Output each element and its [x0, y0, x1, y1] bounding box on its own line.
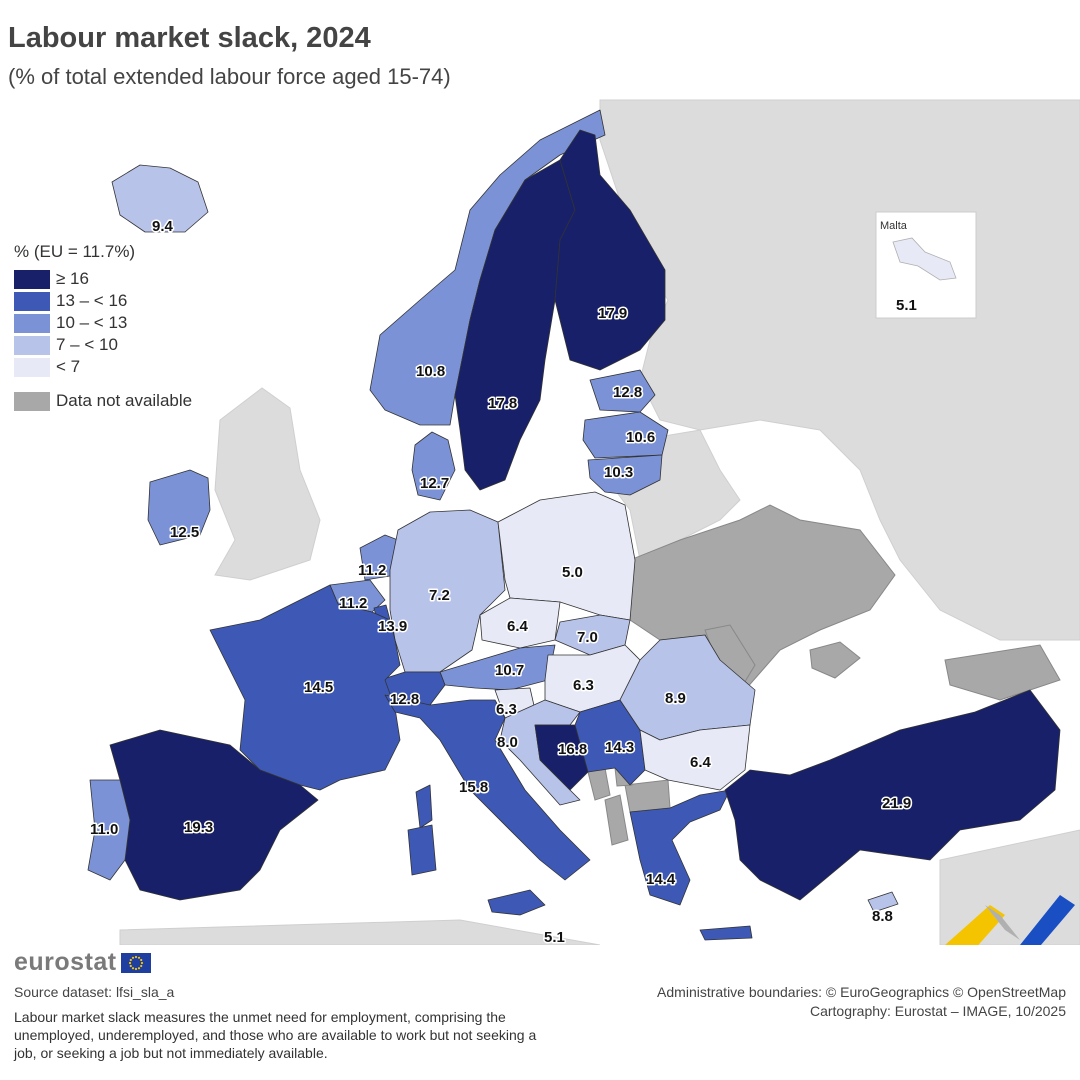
- value-label-finland: 17.9: [598, 305, 627, 322]
- value-label-romania: 8.9: [665, 690, 686, 707]
- legend-title: % (EU = 11.7%): [14, 242, 136, 261]
- grey-ribbon: [985, 905, 1020, 940]
- sardinia-region: [407, 824, 437, 876]
- logo-wordmark: eurostat: [14, 948, 117, 976]
- map-legend: % (EU = 11.7%) ≥ 16 13 – < 16 10 – < 13 …: [14, 242, 192, 412]
- eurostat-logo: eurostat: [14, 948, 151, 977]
- value-label-belgium: 11.2: [339, 595, 367, 612]
- estonia-region: [589, 369, 656, 413]
- value-label-bosnia: 16.8: [558, 741, 587, 758]
- value-label-iceland: 9.4: [152, 218, 174, 235]
- albania-region: [604, 794, 629, 846]
- legend-label: Data not available: [56, 391, 193, 410]
- bosnia-region: [534, 724, 589, 791]
- ireland-region: [147, 469, 211, 546]
- credits-cartography: Cartography: Eurostat – IMAGE, 10/2025: [809, 1003, 1066, 1019]
- legend-swatch: [14, 335, 50, 355]
- value-label-latvia: 10.6: [626, 429, 655, 446]
- value-label-turkey: 21.9: [882, 795, 911, 812]
- turkey-region: [724, 689, 1061, 901]
- value-label-sweden: 17.8: [488, 395, 517, 412]
- map-subtitle: (% of total extended labour force aged 1…: [8, 64, 451, 89]
- norway-region: [369, 109, 606, 426]
- value-label-slovenia: 6.3: [496, 701, 517, 718]
- italy-region: [384, 694, 591, 881]
- montenegro-region: [587, 767, 611, 801]
- legend-label: 7 – < 10: [56, 335, 118, 354]
- legend-swatch: [14, 357, 50, 377]
- value-label-croatia: 8.0: [497, 734, 518, 751]
- value-label-luxembourg: 13.9: [378, 618, 407, 635]
- georgia-region: [944, 644, 1061, 701]
- north-africa-land: [119, 919, 601, 945]
- legend-swatch: [14, 291, 50, 311]
- value-label-germany: 7.2: [429, 587, 450, 604]
- blue-ribbon: [1020, 895, 1075, 945]
- germany-region: [389, 509, 506, 673]
- value-label-portugal: 11.0: [90, 821, 118, 838]
- value-label-malta: 5.1: [544, 929, 565, 945]
- value-label-spain: 19.3: [184, 819, 213, 836]
- value-label-czechia: 6.4: [507, 618, 529, 635]
- credits-boundaries: Administrative boundaries: © EuroGeograp…: [657, 984, 1066, 1000]
- iceland-region: [111, 164, 209, 233]
- malta-inset: Malta: [875, 211, 977, 319]
- greece-region: [629, 789, 731, 906]
- legend-label: 13 – < 16: [56, 291, 128, 310]
- value-label-poland: 5.0: [562, 564, 583, 581]
- value-label-greece: 14.4: [646, 871, 676, 888]
- legend-label: 10 – < 13: [56, 313, 128, 332]
- value-label-lithuania: 10.3: [604, 464, 633, 481]
- value-label-france: 14.5: [304, 679, 333, 696]
- uk-land: [214, 387, 321, 581]
- decorative-ribbons: [945, 895, 1075, 945]
- value-label-malta-inset: 5.1: [896, 297, 917, 314]
- legend-item: 10 – < 13: [14, 312, 192, 334]
- legend-swatch: [14, 269, 50, 289]
- crimea-region: [809, 641, 861, 679]
- value-label-serbia: 14.3: [605, 739, 634, 756]
- value-label-switzerland: 12.8: [390, 691, 419, 708]
- corsica-region: [415, 784, 433, 829]
- value-label-netherlands: 11.2: [358, 562, 386, 579]
- legend-item-not-available: Data not available: [14, 390, 192, 412]
- value-label-denmark: 12.7: [420, 475, 449, 492]
- legend-item: ≥ 16: [14, 268, 192, 290]
- value-label-cyprus: 8.8: [872, 908, 893, 925]
- value-label-italy: 15.8: [459, 779, 488, 796]
- malta-inset-title: Malta: [880, 220, 908, 232]
- value-labels: 9.4 10.8 17.8 17.9 12.8 10.6 10.3 12.7 1…: [89, 217, 919, 946]
- portugal-region: [87, 779, 131, 881]
- denmark-region: [411, 431, 456, 501]
- credits: Administrative boundaries: © EuroGeograp…: [657, 983, 1066, 1021]
- legend-label: ≥ 16: [56, 269, 89, 288]
- value-label-slovakia: 7.0: [577, 629, 598, 646]
- reporting-countries: [87, 109, 1061, 941]
- value-label-bulgaria: 6.4: [690, 754, 712, 771]
- europe-map: Malta 9.4 10.8 17.8 17.9 12.8 10.6 10.3 …: [87, 99, 1080, 946]
- map-title: Labour market slack, 2024: [8, 22, 371, 54]
- legend-item: < 7: [14, 356, 192, 378]
- bulgaria-region: [639, 724, 751, 791]
- yellow-ribbon: [945, 905, 1005, 945]
- legend-swatch: [14, 391, 50, 411]
- crete-region: [699, 925, 753, 941]
- legend-item: 13 – < 16: [14, 290, 192, 312]
- malta-island: [892, 237, 957, 281]
- value-label-norway: 10.8: [416, 363, 445, 380]
- lithuania-region: [587, 454, 663, 496]
- value-label-estonia: 12.8: [613, 384, 642, 401]
- finland-region: [554, 129, 666, 371]
- legend-label: < 7: [56, 357, 81, 376]
- legend-swatch: [14, 313, 50, 333]
- value-label-hungary: 6.3: [573, 677, 594, 694]
- legend-item: 7 – < 10: [14, 334, 192, 356]
- cyprus-region: [867, 891, 899, 913]
- eu-flag-icon: [120, 952, 151, 973]
- value-label-ireland: 12.5: [170, 524, 199, 541]
- source-dataset: Source dataset: lfsi_sla_a: [14, 984, 175, 1000]
- definition-note: Labour market slack measures the unmet n…: [14, 1009, 537, 1061]
- value-label-austria: 10.7: [495, 662, 524, 679]
- sicily-region: [487, 889, 546, 916]
